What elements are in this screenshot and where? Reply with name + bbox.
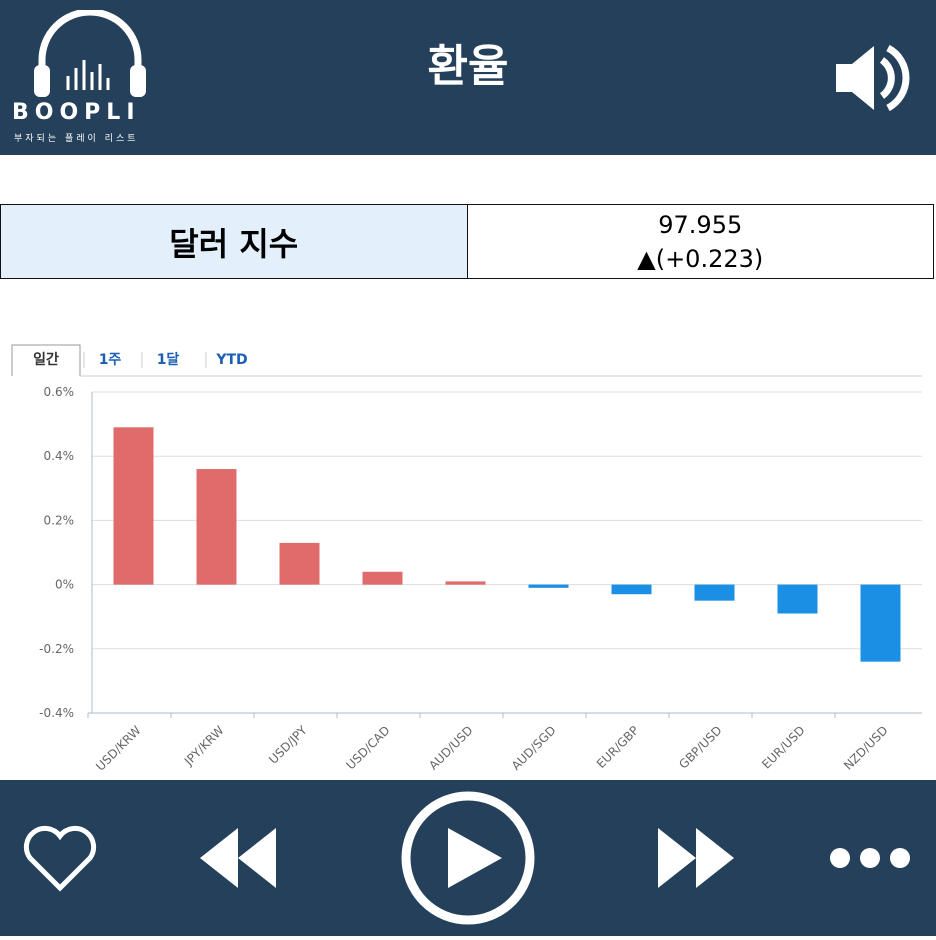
x-tick-label: GBP/USD [676, 723, 724, 771]
x-tick-label: EUR/USD [759, 723, 807, 771]
index-change: ▲(+0.223) [637, 244, 764, 273]
forward-button[interactable] [658, 828, 734, 888]
controls [23, 791, 910, 925]
bar [694, 584, 735, 601]
period-tab[interactable]: 1달 [157, 352, 180, 368]
like-button[interactable] [23, 825, 97, 892]
period-tab[interactable]: 일간 [33, 351, 59, 368]
x-tick-label: USD/CAD [343, 723, 392, 772]
period-tab[interactable]: YTD [215, 352, 247, 368]
bar [777, 584, 818, 614]
play-button[interactable] [401, 791, 535, 925]
bar [279, 542, 320, 585]
x-tick-label: JPY/KRW [181, 723, 227, 769]
index-cell: 97.955 ▲(+0.223) [466, 204, 934, 279]
period-tab[interactable]: 1주 [99, 352, 122, 368]
y-tick-label: 0.2% [44, 513, 75, 527]
rewind-button[interactable] [200, 828, 276, 888]
bar [860, 584, 901, 662]
tagline: 부자되는 플레이 리스트 [14, 134, 139, 144]
index-table: 달러 지수 97.955 ▲(+0.223) [0, 204, 934, 279]
bar [611, 584, 652, 595]
x-tick-label: NZD/USD [841, 723, 891, 773]
y-tick-label: 0% [55, 578, 74, 592]
more-button[interactable] [830, 848, 910, 868]
bar [113, 427, 154, 585]
y-tick-label: 0.4% [44, 449, 75, 463]
index-value: 97.955 [658, 210, 743, 239]
logo-icon [34, 10, 146, 97]
y-tick-label: -0.2% [39, 642, 74, 656]
index-label: 달러 지수 [0, 204, 468, 279]
bar [445, 581, 486, 585]
y-tick-label: 0.6% [44, 385, 75, 399]
play-icon [448, 828, 502, 888]
bar [362, 571, 403, 585]
header: BOOPLI 부자되는 플레이 리스트 환율 [0, 0, 936, 155]
chart: 일간 1주 1달 YTD -0.4% -0.2% 0% 0.2% 0.4% 0.6% USD/KRW… [11, 344, 922, 774]
x-tick-label: AUD/SGD [509, 723, 559, 773]
x-tick-label: USD/KRW [93, 723, 143, 773]
volume-button[interactable] [830, 38, 910, 118]
player-controls [0, 780, 936, 936]
x-tick-label: AUD/USD [426, 723, 475, 772]
page-title: 환율 [427, 41, 509, 92]
bar [196, 469, 237, 585]
x-tick-label: USD/JPY [266, 723, 310, 767]
x-tick-label: EUR/GBP [594, 723, 642, 771]
y-tick-label: -0.4% [39, 706, 74, 720]
logo: BOOPLI [12, 100, 141, 125]
bar [528, 584, 569, 588]
